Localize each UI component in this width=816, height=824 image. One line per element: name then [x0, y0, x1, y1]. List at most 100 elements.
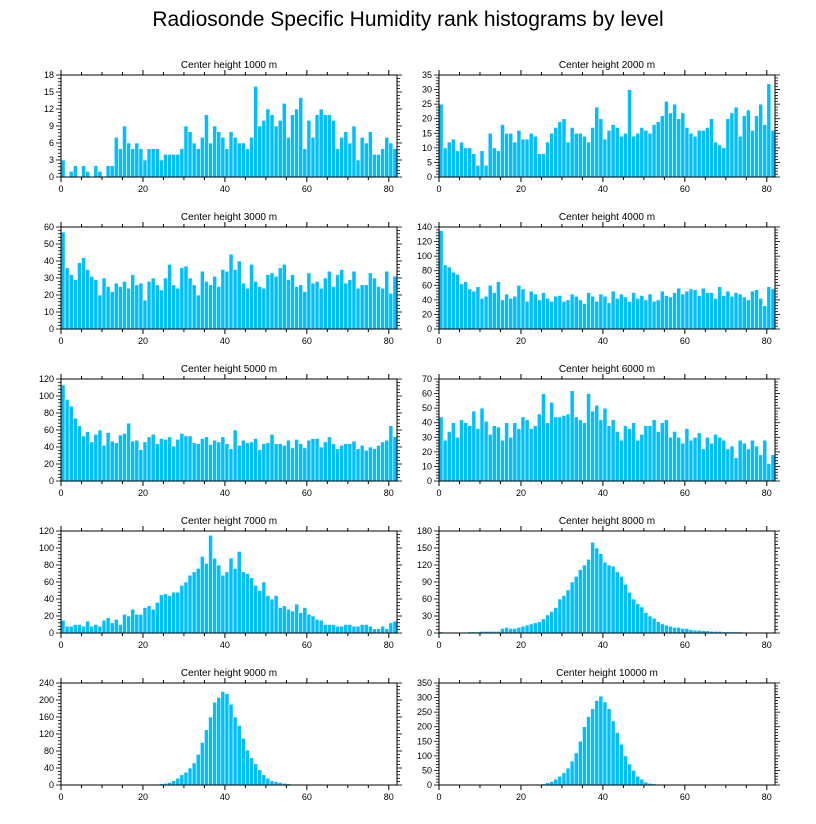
histogram-bar — [688, 132, 694, 178]
histogram-bar — [351, 270, 357, 330]
histogram-bar — [590, 127, 596, 178]
histogram-bar — [93, 433, 99, 482]
histogram-bar — [672, 292, 677, 330]
histogram-bar — [232, 269, 238, 330]
histogram-bar — [368, 272, 373, 330]
histogram-bar — [733, 457, 739, 482]
histogram-bar — [105, 286, 111, 330]
histogram-bar — [569, 581, 575, 634]
histogram-bar — [655, 121, 661, 178]
histogram-bar — [561, 772, 567, 786]
histogram-bar — [635, 439, 641, 482]
histogram-bar — [60, 384, 66, 482]
histogram-bar — [355, 287, 361, 330]
histogram-bar — [659, 115, 665, 178]
histogram-bar — [446, 141, 452, 178]
histogram-bar — [766, 83, 772, 178]
histogram-bar — [516, 627, 522, 634]
chart-title: Center height 6000 m — [559, 364, 655, 375]
histogram-bar — [286, 439, 291, 482]
histogram-bar — [578, 132, 583, 178]
histogram-bar — [208, 142, 213, 178]
histogram-bar — [245, 442, 250, 482]
histogram-bar — [265, 595, 271, 634]
histogram-bar — [520, 288, 526, 330]
y-tick-label: 40 — [422, 418, 432, 428]
y-tick-label: 350 — [417, 678, 432, 688]
histogram-bar — [463, 281, 468, 330]
histogram-bar — [277, 443, 283, 482]
histogram-bar — [146, 436, 152, 482]
histogram-bar — [343, 624, 349, 634]
histogram-bar — [281, 444, 287, 482]
histogram-bar — [754, 445, 759, 482]
histogram-bar — [216, 286, 222, 330]
histogram-bar — [388, 622, 394, 634]
histogram-bar — [684, 628, 690, 634]
x-tick-label: 20 — [516, 640, 526, 650]
histogram-bar — [696, 130, 702, 178]
histogram-bar — [392, 148, 398, 178]
histogram-bar — [343, 131, 349, 178]
histogram-bar — [664, 624, 669, 634]
histogram-bar — [204, 281, 209, 330]
histogram-bar — [746, 109, 751, 178]
histogram-bar — [253, 86, 258, 178]
histogram-bar — [500, 439, 505, 482]
x-tick-label: 40 — [220, 792, 230, 802]
histogram-bar — [277, 607, 283, 634]
y-tick-label: 0 — [49, 476, 54, 486]
histogram-bar — [561, 301, 567, 330]
histogram-bar — [191, 571, 197, 634]
histogram-bar — [684, 428, 690, 482]
histogram-bar — [245, 749, 250, 786]
histogram-bar — [578, 740, 583, 786]
histogram-bar — [459, 419, 464, 482]
histogram-bar — [351, 440, 357, 482]
histogram-bar — [64, 399, 70, 482]
y-tick-label: 20 — [44, 611, 54, 621]
histogram-bar — [171, 284, 177, 330]
histogram-bar — [537, 299, 542, 330]
histogram-bar — [245, 287, 250, 330]
histogram-bar — [81, 257, 86, 330]
histogram-bar — [339, 269, 345, 330]
histogram-bar — [240, 282, 246, 330]
y-tick-label: 0 — [427, 172, 432, 182]
histogram-bar — [286, 137, 291, 178]
histogram-bar — [578, 299, 583, 330]
histogram-bar — [126, 615, 131, 634]
histogram-bar — [322, 624, 328, 634]
histogram-bar — [672, 627, 677, 634]
histogram-bar — [586, 292, 591, 330]
y-tick-label: 80 — [422, 266, 432, 276]
y-tick-label: 20 — [422, 114, 432, 124]
histogram-bar — [496, 281, 501, 330]
histogram-bar — [64, 267, 70, 330]
y-tick-label: 50 — [422, 765, 432, 775]
histogram-bar — [766, 286, 772, 330]
histogram-bar — [392, 620, 398, 634]
histogram-bar — [150, 608, 156, 634]
histogram-bar — [384, 628, 390, 634]
histogram-bar — [154, 284, 160, 330]
histogram-bar — [376, 286, 381, 330]
histogram-bar — [68, 274, 74, 330]
histogram-bar — [676, 436, 682, 482]
histogram-bar — [717, 436, 723, 482]
histogram-bar — [77, 624, 82, 634]
histogram-bar — [631, 598, 636, 634]
histogram-bar — [257, 769, 263, 786]
histogram-bar — [322, 277, 328, 330]
histogram-bar — [491, 147, 497, 178]
histogram-bar — [606, 302, 612, 330]
histogram-bar — [614, 431, 620, 482]
histogram-bar — [479, 150, 485, 178]
x-tick-label: 0 — [436, 336, 441, 346]
histogram-bar — [557, 295, 563, 330]
histogram-bar — [191, 442, 197, 482]
chart-panel: Center height 10000 m 0 20 40 60 80 0 50 100 150 2… — [417, 668, 780, 802]
histogram-bar — [750, 290, 755, 330]
histogram-bar — [553, 607, 559, 634]
x-tick-label: 60 — [680, 336, 690, 346]
